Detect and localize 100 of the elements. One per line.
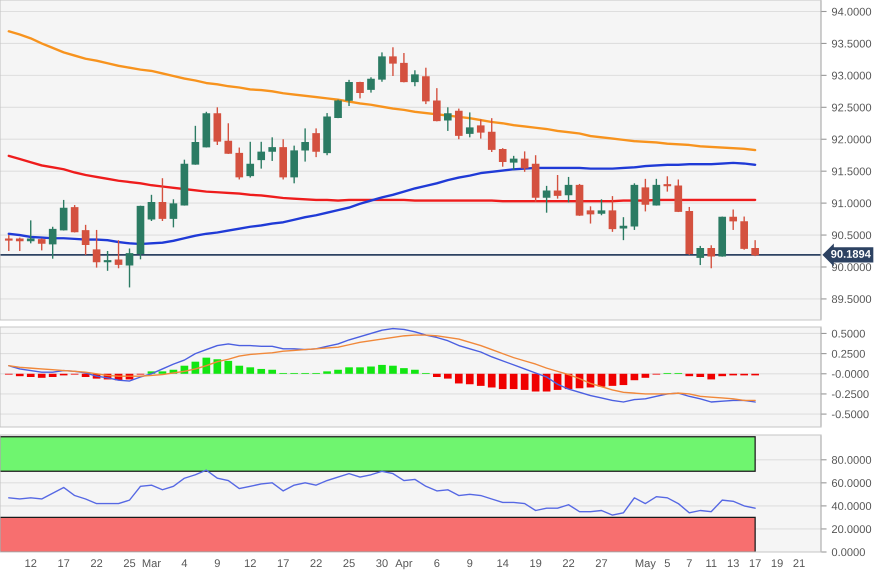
bar	[642, 374, 650, 378]
candlestick	[356, 81, 364, 100]
y-tick-label: 90.5000	[832, 231, 872, 240]
bar	[532, 374, 540, 392]
y-tick-label: 94.0000	[832, 8, 872, 16]
bar	[356, 367, 364, 374]
bar	[367, 366, 375, 374]
candlestick	[586, 206, 594, 224]
candlestick	[4, 234, 13, 252]
bar	[268, 370, 276, 374]
candlestick	[466, 112, 474, 138]
candlestick	[729, 208, 738, 231]
x-tick-label: 4	[182, 559, 188, 567]
candlestick	[224, 122, 232, 155]
bar	[498, 374, 507, 390]
bar	[38, 374, 46, 378]
candlestick	[498, 147, 507, 168]
x-tick-label: 27	[596, 559, 608, 567]
x-tick-label: 9	[467, 559, 472, 568]
candlestick	[642, 178, 650, 212]
bar	[400, 368, 408, 374]
candlestick	[707, 244, 716, 269]
bar	[454, 374, 463, 384]
bar	[444, 374, 452, 379]
x-tick-label: 30	[376, 559, 388, 568]
bar	[202, 358, 210, 374]
candlestick	[104, 250, 112, 272]
candlestick	[520, 150, 528, 173]
candlestick	[92, 229, 100, 268]
candlestick	[148, 194, 156, 222]
candlestick	[60, 199, 68, 232]
y-tick-label: 60.0000	[832, 479, 872, 487]
bar	[246, 367, 254, 374]
candlestick	[652, 178, 660, 206]
ref-line-label: 90.1894	[831, 250, 871, 258]
candlestick	[664, 176, 672, 192]
bar	[598, 374, 606, 387]
candlestick	[334, 98, 342, 119]
x-tick-label: 21	[793, 559, 805, 567]
bar	[411, 370, 419, 374]
bar	[345, 367, 353, 374]
x-tick-label: 17	[278, 559, 289, 567]
bar	[707, 374, 716, 380]
candlestick	[235, 146, 244, 180]
candlestick	[564, 176, 572, 204]
bar	[48, 374, 57, 377]
x-tick-label: 5	[664, 559, 670, 568]
bar	[510, 374, 518, 390]
y-tick-label: 93.5000	[832, 40, 872, 48]
x-tick-label: 25	[124, 559, 136, 568]
candlestick	[301, 128, 309, 162]
y-tick-label: 93.0000	[832, 72, 872, 80]
x-tick-label: Mar	[142, 559, 161, 568]
y-tick-label: 90.0000	[832, 263, 872, 272]
candlestick	[751, 239, 759, 257]
bar	[630, 374, 638, 380]
y-tick-label: 91.0000	[832, 199, 872, 208]
candlestick	[246, 141, 254, 178]
x-tick-label: 9	[214, 559, 220, 568]
y-tick-label: 20.0000	[832, 525, 872, 534]
y-tick-label: -0.5000	[832, 410, 869, 418]
candlestick	[696, 245, 704, 266]
candlestick	[510, 155, 518, 171]
y-tick-label: -0.2500	[832, 390, 869, 398]
bar	[26, 374, 35, 377]
candlestick	[16, 236, 24, 252]
candlestick	[476, 118, 485, 140]
bar	[466, 374, 474, 384]
candlestick	[378, 52, 386, 82]
candlestick	[433, 87, 441, 122]
bar	[554, 374, 562, 390]
candlestick	[170, 198, 178, 228]
y-tick-label: 40.0000	[832, 502, 872, 510]
candlestick	[268, 136, 276, 162]
bar	[257, 368, 266, 374]
candlestick	[542, 185, 550, 214]
candlestick	[48, 226, 57, 260]
candlestick	[554, 174, 562, 200]
x-tick-label: 19	[530, 559, 542, 568]
x-tick-label: 22	[310, 559, 322, 567]
x-tick-label: 11	[706, 559, 716, 567]
candlestick	[608, 195, 616, 233]
candlestick	[389, 46, 397, 77]
bar	[576, 374, 584, 388]
bar	[476, 374, 485, 386]
x-tick-label: 17	[750, 559, 761, 567]
bar	[158, 371, 166, 374]
candlestick	[312, 128, 320, 158]
bar	[433, 374, 441, 377]
bar	[620, 374, 628, 386]
bar	[488, 374, 496, 388]
line-series	[8, 30, 756, 152]
y-tick-label: -0.0000	[832, 370, 869, 378]
y-tick-label: 91.5000	[832, 167, 872, 176]
candlestick	[400, 52, 408, 84]
x-tick-label: 22	[90, 559, 102, 567]
bar	[696, 374, 704, 377]
bar	[378, 364, 386, 374]
y-tick-label: 89.5000	[832, 295, 872, 304]
x-tick-label: 14	[497, 559, 509, 567]
